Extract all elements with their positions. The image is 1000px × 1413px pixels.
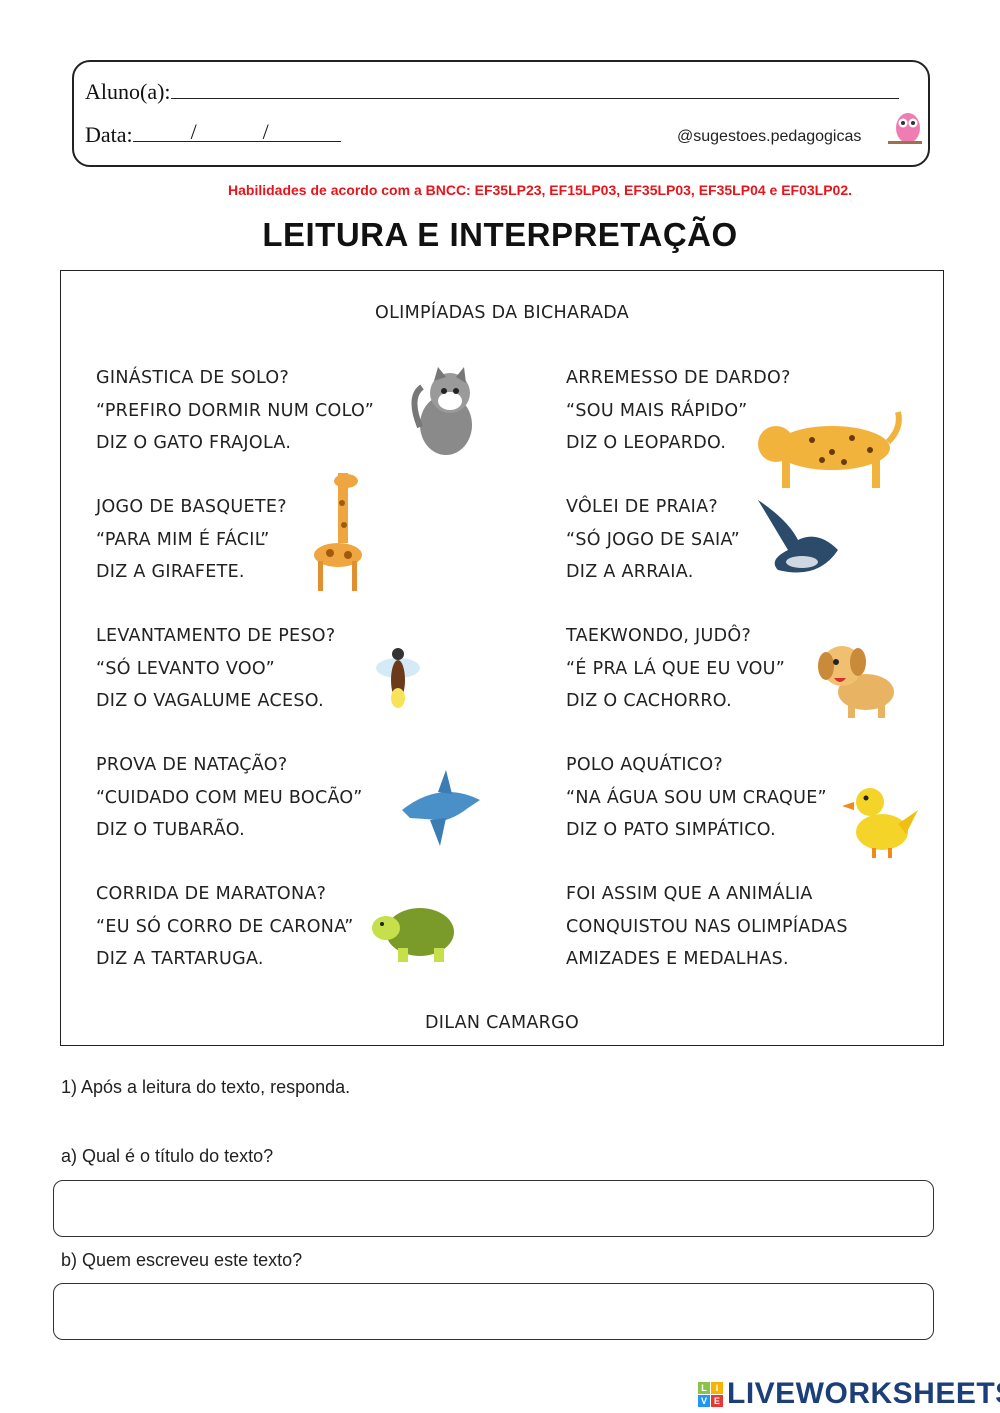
poem-line: DIZ A TARTARUGA.	[96, 949, 264, 969]
poem-line: CONQUISTOU NAS OLIMPÍADAS	[566, 916, 848, 937]
poem-line: VÔLEI DE PRAIA?	[566, 497, 718, 517]
logo-letter: I	[711, 1381, 723, 1394]
poem-line: “EU SÓ CORRO DE CARONA”	[96, 916, 354, 937]
poem-stanza: ARREMESSO DE DARDO? “SOU MAIS RÁPIDO” DIZ …	[566, 362, 791, 460]
poem-line: “PARA MIM É FÁCIL”	[96, 529, 270, 550]
shark-icon	[402, 770, 480, 846]
logo-letter: L	[698, 1381, 710, 1394]
date-line[interactable]: / /	[132, 119, 341, 144]
question-intro: 1) Após a leitura do texto, responda.	[61, 1077, 351, 1097]
page-title: LEITURA E INTERPRETAÇÃO	[262, 216, 738, 253]
poem-line: “PREFIRO DORMIR NUM COLO”	[96, 400, 375, 421]
question-b: b) Quem escreveu este texto?	[61, 1250, 303, 1270]
student-name-field[interactable]: Aluno(a):	[85, 79, 899, 105]
poem-stanza: VÔLEI DE PRAIA? “SÓ JOGO DE SAIA” DIZ A AR…	[566, 491, 740, 589]
poem-line: DIZ O PATO SIMPÁTICO.	[566, 820, 777, 840]
poem-line: “É PRA LÁ QUE EU VOU”	[566, 658, 786, 679]
poem-stanza: PROVA DE NATAÇÃO? “CUIDADO COM MEU BOCÃO”…	[96, 749, 363, 847]
poem-stanza: FOI ASSIM QUE A ANIMÁLIA CONQUISTOU NAS O…	[566, 878, 848, 976]
date-separator: /	[190, 119, 197, 144]
owl-icon	[888, 113, 922, 144]
duck-icon	[842, 788, 918, 858]
liveworksheets-logo: L I V E LIVEWORKSHEETS	[698, 1377, 1000, 1411]
poem-line: GINÁSTICA DE SOLO?	[96, 368, 290, 388]
logo-letter: V	[698, 1394, 710, 1407]
poem-stanza: CORRIDA DE MARATONA? “EU SÓ CORRO DE CARO…	[96, 878, 354, 976]
date-separator: /	[262, 119, 269, 144]
logo-letter: E	[711, 1394, 723, 1407]
bncc-skills: Habilidades de acordo com a BNCC: EF35LP…	[228, 182, 853, 198]
turtle-icon	[372, 908, 454, 962]
poem-line: AMIZADES E MEDALHAS.	[566, 949, 789, 969]
poem-line: DIZ A GIRAFETE.	[96, 562, 245, 582]
answer-a-input[interactable]	[53, 1180, 934, 1237]
answer-b-input[interactable]	[53, 1283, 934, 1340]
poem-line: DIZ A ARRAIA.	[566, 562, 694, 582]
poem-line: TAEKWONDO, JUDÔ?	[566, 626, 752, 646]
poem-line: DIZ O GATO FRAJOLA.	[96, 433, 292, 453]
poem-line: JOGO DE BASQUETE?	[96, 497, 287, 517]
firefly-icon	[376, 648, 420, 708]
poem-line: “SÓ LEVANTO VOO”	[96, 658, 276, 679]
student-info-box	[72, 60, 930, 167]
live-blocks-icon: L I V E	[698, 1381, 723, 1407]
student-name-line[interactable]	[170, 80, 899, 99]
date-field[interactable]: Data: / /	[85, 119, 341, 148]
poem-line: CORRIDA DE MARATONA?	[96, 884, 327, 904]
poem-line: POLO AQUÁTICO?	[566, 755, 723, 775]
leopard-icon	[758, 411, 902, 488]
poem-line: “CUIDADO COM MEU BOCÃO”	[96, 787, 363, 808]
giraffe-icon	[314, 473, 362, 591]
poem-line: “SOU MAIS RÁPIDO”	[566, 400, 748, 421]
author-handle: @sugestoes.pedagogicas	[677, 128, 862, 145]
poem-stanza: TAEKWONDO, JUDÔ? “É PRA LÁ QUE EU VOU” DIZ…	[566, 620, 785, 718]
poem-line: DIZ O CACHORRO.	[566, 691, 733, 711]
stingray-icon	[758, 500, 838, 573]
date-label: Data:	[85, 122, 133, 147]
poem-title: OLIMPÍADAS DA BICHARADA	[375, 303, 629, 323]
poem-line: PROVA DE NATAÇÃO?	[96, 755, 288, 775]
brand-name: LIVEWORKSHEETS	[727, 1377, 1000, 1410]
poem-line: ARREMESSO DE DARDO?	[566, 368, 791, 388]
poem-line: “NA ÁGUA SOU UM CRAQUE”	[566, 787, 827, 808]
poem-line: LEVANTAMENTO DE PESO?	[96, 626, 336, 646]
poem-stanza: POLO AQUÁTICO? “NA ÁGUA SOU UM CRAQUE” DIZ…	[566, 749, 827, 847]
student-label: Aluno(a):	[85, 79, 171, 104]
question-a: a) Qual é o título do texto?	[61, 1146, 274, 1166]
poem-stanza: GINÁSTICA DE SOLO? “PREFIRO DORMIR NUM CO…	[96, 362, 374, 460]
cat-icon	[411, 367, 472, 455]
poem-line: DIZ O VAGALUME ACESO.	[96, 691, 324, 711]
poem-line: FOI ASSIM QUE A ANIMÁLIA	[566, 884, 813, 904]
poem-author: DILAN CAMARGO	[424, 1013, 580, 1033]
poem-line: “SÓ JOGO DE SAIA”	[566, 529, 740, 550]
poem-stanza: LEVANTAMENTO DE PESO? “SÓ LEVANTO VOO” DIZ…	[96, 620, 335, 718]
dog-icon	[818, 646, 894, 718]
poem-line: DIZ O LEOPARDO.	[566, 433, 727, 453]
poem-stanza: JOGO DE BASQUETE? “PARA MIM É FÁCIL” DIZ A…	[96, 491, 287, 589]
poem-box	[60, 270, 944, 1046]
poem-line: DIZ O TUBARÃO.	[96, 820, 245, 840]
